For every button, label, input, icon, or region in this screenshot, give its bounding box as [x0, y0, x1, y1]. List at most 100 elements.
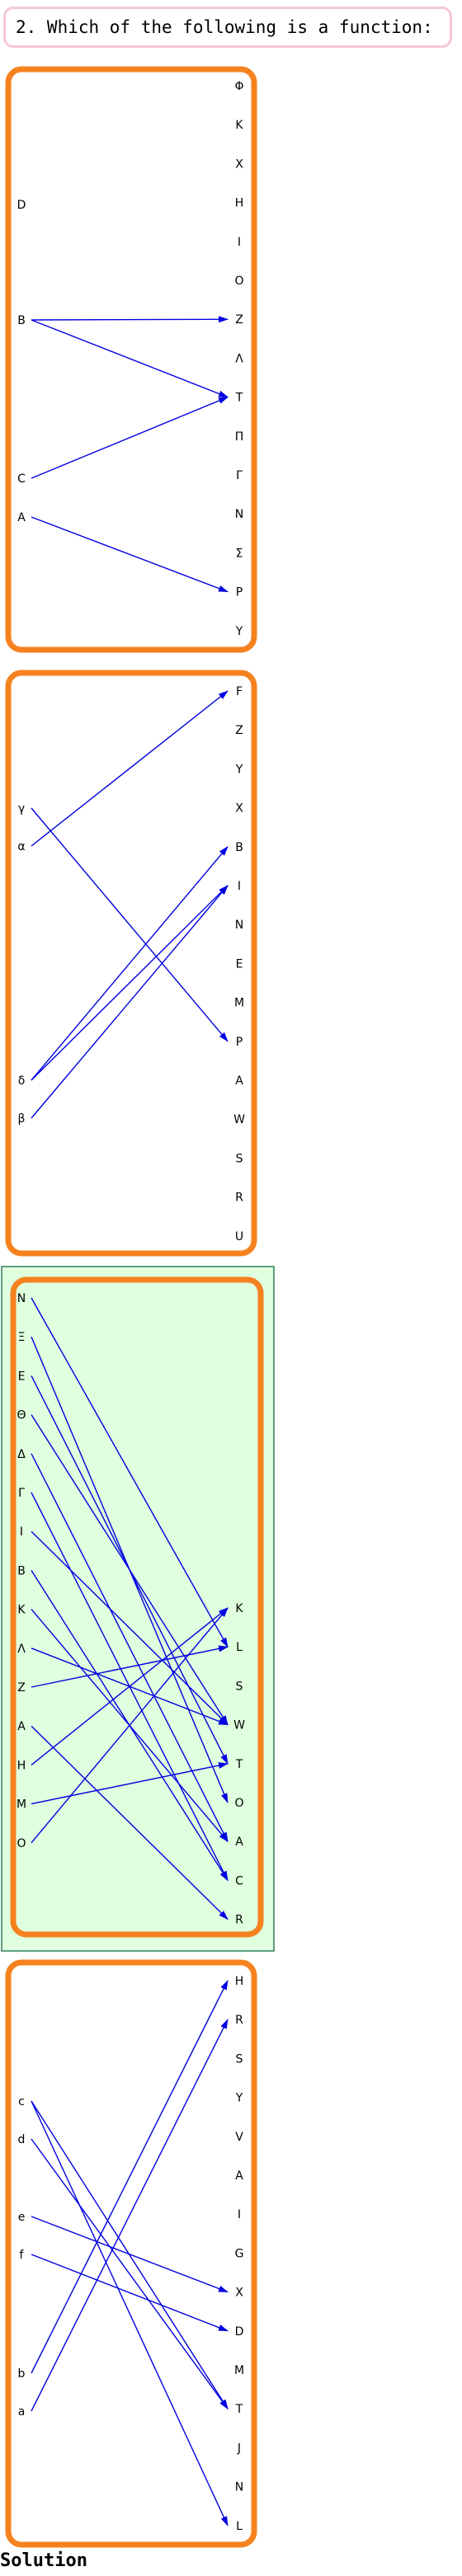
mapping-arrow [31, 2254, 229, 2332]
domain-element: C [17, 472, 26, 486]
mapping-arrow [31, 1607, 229, 1765]
mapping-arrow [31, 396, 229, 479]
mapping-arrow [31, 846, 229, 1081]
domain-element: K [17, 1604, 26, 1617]
option-4[interactable]: c d e f b a H R S Y V A I G X D M T J N L [5, 1959, 257, 2548]
codomain-element: J [237, 2442, 241, 2455]
mapping-arrow [31, 2100, 229, 2410]
codomain-element: U [235, 1230, 243, 1243]
option-2[interactable]: γ α δ β F Z Y X B I N E M P A W S R U [5, 670, 257, 1257]
mapping-arrow [31, 1297, 229, 1648]
codomain-element: Z [235, 724, 243, 737]
codomain-element: I [238, 880, 241, 893]
codomain-element: G [235, 2247, 244, 2260]
codomain-element: N [235, 919, 243, 932]
mapping-arrow [31, 2216, 229, 2293]
codomain-element: O [234, 1797, 243, 1810]
codomain-element: K [235, 119, 243, 132]
domain-element: Γ [18, 1487, 25, 1500]
domain-element: e [18, 2211, 26, 2224]
codomain-element: H [235, 197, 244, 210]
domain-element: γ [18, 802, 25, 816]
domain-element: Δ [17, 1448, 26, 1461]
mapping-arrow [31, 1645, 229, 1688]
codomain-element: R [235, 1914, 243, 1927]
domain-element: Θ [16, 1409, 26, 1422]
mapping-arrow [31, 885, 229, 1119]
mapping-arrow [31, 690, 229, 847]
selected-option-highlight [1, 1266, 275, 1952]
codomain-element: Y [235, 2092, 243, 2105]
domain-element: D [17, 199, 26, 212]
option-panel[interactable] [5, 66, 257, 653]
mapping-arrow [31, 1530, 229, 1726]
option-panel[interactable] [5, 670, 257, 1257]
domain-element: A [17, 1720, 26, 1733]
mapping-arrow [31, 885, 229, 1081]
codomain-element: A [235, 1074, 243, 1088]
codomain-element: P [236, 586, 243, 599]
codomain-element: B [235, 841, 243, 854]
codomain-element: O [234, 275, 243, 288]
mapping-arrow [31, 516, 229, 593]
codomain-element: X [235, 2287, 243, 2300]
domain-element: Λ [17, 1643, 26, 1656]
codomain-element: Y [235, 763, 243, 776]
codomain-element: Σ [236, 547, 243, 560]
codomain-element: N [235, 2481, 243, 2494]
codomain-element: Γ [236, 469, 243, 482]
domain-element: Ξ [18, 1331, 26, 1344]
codomain-element: A [235, 1836, 243, 1849]
codomain-element: E [236, 957, 243, 971]
codomain-element: P [236, 1036, 243, 1049]
codomain-element: Φ [234, 80, 243, 93]
domain-element: δ [18, 1074, 26, 1088]
domain-element: A [17, 511, 26, 524]
codomain-element: T [235, 1758, 243, 1771]
option-panel[interactable] [5, 1959, 257, 2548]
codomain-element: R [235, 1192, 243, 1205]
codomain-element: A [235, 2169, 243, 2183]
codomain-element: N [235, 508, 243, 521]
domain-element: M [16, 1798, 26, 1812]
domain-element: O [16, 1837, 26, 1850]
domain-element: b [18, 2367, 26, 2381]
codomain-element: K [235, 1602, 243, 1615]
codomain-element: I [238, 236, 241, 249]
domain-element: d [18, 2133, 26, 2146]
domain-element: B [17, 314, 26, 327]
codomain-element: Λ [235, 352, 243, 365]
domain-element: a [18, 2405, 26, 2419]
domain-element: H [17, 1759, 26, 1772]
option-3[interactable]: N Ξ E Θ Δ Γ I B K Λ Z A H M O K L S W T O A C R [1, 1266, 275, 1952]
mapping-arrow [31, 319, 229, 398]
domain-element: N [17, 1292, 26, 1305]
mapping-arrow [31, 807, 229, 1042]
codomain-element: Y [235, 625, 243, 638]
codomain-element: H [235, 1975, 244, 1988]
domain-element: I [20, 1525, 23, 1539]
codomain-element: M [234, 2364, 244, 2377]
codomain-element: S [236, 2052, 243, 2066]
option-1[interactable]: D B C A Φ K X H I O Z Λ T Π Γ N Σ P Y [5, 66, 257, 653]
codomain-element: C [235, 1874, 243, 1887]
mapping-arrow [31, 2019, 229, 2412]
codomain-element: I [238, 2208, 241, 2221]
codomain-element: D [235, 2325, 244, 2339]
codomain-element: W [233, 1719, 245, 1732]
domain-element: B [17, 1564, 26, 1577]
codomain-element: R [235, 2014, 243, 2027]
question-text: 2. Which of the following is a function: [3, 7, 452, 48]
codomain-element: X [235, 157, 243, 171]
codomain-element: L [236, 2520, 243, 2533]
codomain-element: F [236, 685, 243, 698]
option-panel[interactable] [10, 1276, 264, 1938]
domain-element: Z [17, 1681, 26, 1695]
mapping-arrow [31, 316, 229, 323]
domain-element: E [18, 1370, 26, 1383]
codomain-element: L [236, 1641, 243, 1654]
codomain-element: V [235, 2131, 243, 2144]
codomain-element: X [235, 802, 243, 816]
codomain-element: S [236, 1152, 243, 1165]
solution-label: Solution [0, 2550, 87, 2571]
